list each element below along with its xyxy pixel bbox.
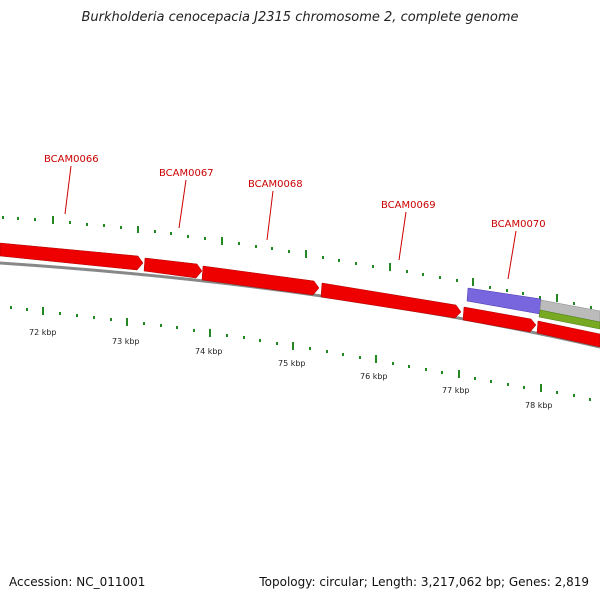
accession-text: Accession: NC_011001	[9, 575, 146, 589]
scale-label-74: 74 kbp	[195, 347, 223, 356]
scale-label-77: 77 kbp	[442, 386, 470, 395]
reverse-gene-row	[462, 306, 600, 348]
connector-bcam0067	[178, 179, 187, 229]
gene-green-segment[interactable]	[538, 309, 600, 330]
gene-bcam0067[interactable]	[143, 257, 203, 279]
gene-labels: BCAM0066 BCAM0067 BCAM0068 BCAM0069 BCAM…	[44, 154, 546, 230]
connector-bcam0066	[64, 165, 72, 215]
scale-label-72: 72 kbp	[29, 328, 57, 337]
gene-label-connectors	[64, 165, 517, 280]
lower-tick-track	[10, 306, 591, 401]
page-title: Burkholderia cenocepacia J2315 chromosom…	[81, 10, 519, 25]
genome-summary-text: Topology: circular; Length: 3,217,062 bp…	[259, 575, 589, 589]
gene-bcam0068[interactable]	[201, 265, 320, 296]
gene-bcam0066[interactable]	[0, 242, 144, 271]
scale-label-76: 76 kbp	[360, 372, 388, 381]
scale-label-78: 78 kbp	[525, 401, 553, 410]
scale-labels: 72 kbp 73 kbp 74 kbp 75 kbp 76 kbp 77 kb…	[29, 328, 553, 410]
scale-label-73: 73 kbp	[112, 337, 140, 346]
forward-gene-row	[0, 242, 600, 330]
gene-label-bcam0068[interactable]: BCAM0068	[248, 179, 303, 190]
connector-bcam0068	[266, 190, 274, 241]
gene-label-bcam0066[interactable]: BCAM0066	[44, 154, 99, 165]
gene-lower-2[interactable]	[536, 320, 600, 348]
scale-label-75: 75 kbp	[278, 359, 306, 368]
gene-label-bcam0067[interactable]: BCAM0067	[159, 168, 214, 179]
connector-bcam0069	[398, 211, 407, 261]
gene-grey-segment[interactable]	[539, 299, 600, 323]
gene-label-bcam0070[interactable]: BCAM0070	[491, 219, 546, 230]
gene-label-bcam0069[interactable]: BCAM0069	[381, 200, 436, 211]
upper-tick-track	[2, 216, 592, 309]
connector-bcam0070	[507, 230, 517, 280]
gene-bcam0069[interactable]	[320, 282, 462, 319]
gene-lower-1[interactable]	[462, 306, 537, 333]
